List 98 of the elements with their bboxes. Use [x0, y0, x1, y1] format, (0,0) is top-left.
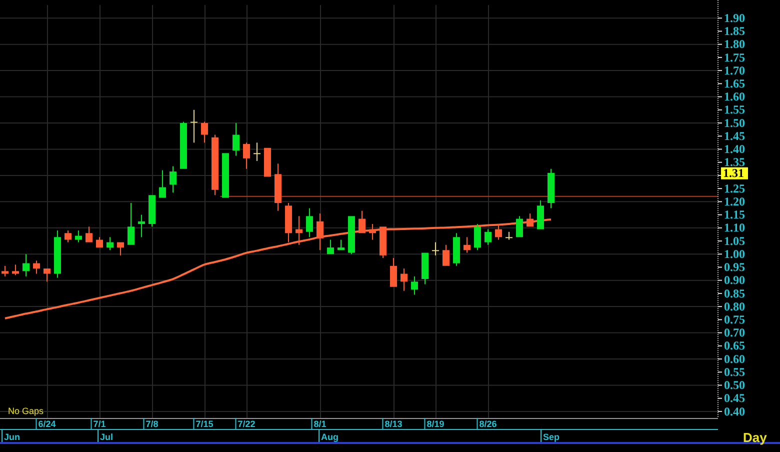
x-tick-label: 8/1: [314, 419, 326, 429]
y-tick-label: 1.80: [724, 37, 745, 52]
candlestick: [453, 233, 460, 266]
candlestick: [432, 242, 439, 256]
annotation: No Gaps: [8, 406, 44, 416]
candlestick: [474, 224, 481, 250]
candlestick: [170, 166, 176, 192]
candlestick: [369, 224, 376, 240]
x-tick-label: 7/22: [238, 419, 256, 429]
y-tick-label: 1.15: [724, 208, 745, 222]
y-tick-label: 0.45: [724, 391, 745, 406]
candlestick: [96, 237, 103, 248]
candlestick: [358, 210, 366, 234]
candlestick: [274, 164, 282, 211]
text: Sep: [543, 432, 560, 442]
candlestick: [138, 214, 145, 238]
candlestick: [411, 276, 418, 295]
x-tick-label: 7/1: [93, 419, 106, 429]
candlestick: [285, 202, 292, 242]
y-tick-label: 1.45: [724, 128, 745, 143]
x-tick-label: 8/26: [479, 419, 497, 429]
candlestick: [306, 208, 313, 238]
candlestick: [537, 200, 544, 230]
candlestick: [327, 240, 334, 254]
y-tick-label: 1.90: [724, 10, 745, 25]
candlestick: [506, 232, 512, 240]
candlestick: [254, 142, 260, 162]
y-tick-label: 1.00: [724, 246, 745, 261]
candlestick: [380, 226, 386, 258]
candlestick: [75, 230, 82, 242]
candlestick: [264, 148, 271, 177]
candlestick: [484, 229, 492, 245]
y-tick-label: 0.90: [724, 273, 745, 288]
y-tick-label: 1.85: [724, 24, 745, 38]
candlestick: [64, 230, 72, 242]
text: Day: [743, 430, 768, 445]
candlestick: [190, 110, 198, 143]
candlestick: [2, 266, 8, 276]
y-tick-label: 0.50: [724, 378, 745, 392]
y-tick-label: 0.95: [724, 260, 745, 274]
candlestick: [54, 230, 61, 278]
x-tick-label: 8/19: [426, 419, 444, 429]
y-tick-label: 0.65: [724, 338, 745, 353]
candlestick: [106, 237, 114, 250]
y-tick-label: 0.70: [724, 326, 745, 340]
candlestick: [316, 213, 324, 250]
candlestick: [212, 134, 218, 196]
y-tick-label: 1.65: [724, 76, 745, 91]
y-tick-label: 1.75: [724, 50, 745, 64]
candlestick: [201, 122, 208, 143]
text: Jul: [100, 432, 114, 442]
candlestick: [148, 195, 156, 227]
y-tick-label: 0.85: [724, 286, 745, 300]
y-tick-label: 1.40: [724, 142, 745, 156]
line-series: [4, 218, 552, 320]
y-tick-label: 1.50: [724, 116, 745, 130]
y-tick-label: 1.10: [724, 220, 745, 235]
candlestick: [495, 224, 502, 240]
candlestick: [422, 252, 428, 284]
x-tick-label: 7/8: [146, 419, 158, 429]
y-tick-label: 0.60: [724, 352, 745, 366]
candlestick: [159, 170, 166, 198]
candlestick: [22, 254, 30, 276]
y-tick-label: 0.75: [724, 312, 745, 327]
candlestick: [33, 260, 40, 274]
y-tick-label: 1.70: [724, 63, 745, 78]
candlestick: [296, 216, 302, 245]
candlestick: [44, 268, 50, 282]
candlestick: [400, 268, 408, 291]
candlestick: [12, 264, 19, 276]
y-tick-label: 0.55: [724, 364, 745, 379]
candlestick: [128, 202, 134, 245]
y-tick-label: 0.40: [724, 404, 745, 418]
text: Jun: [4, 432, 20, 442]
candlestick: [548, 168, 554, 208]
candlestick: [390, 258, 397, 287]
candlestick: [86, 226, 92, 242]
candlestick: [180, 122, 187, 169]
candlestick: [526, 213, 534, 227]
candlestick: [222, 153, 229, 198]
candlestick: [442, 244, 450, 266]
y-tick-label: 0.80: [724, 299, 745, 314]
y-tick-label: 1.20: [724, 194, 745, 209]
candlestick: [338, 240, 344, 250]
y-tick-label: 1.05: [724, 234, 745, 248]
y-tick-label: 1.25: [724, 181, 745, 196]
candlestick: [516, 216, 523, 238]
x-tick-label: 8/13: [384, 419, 402, 429]
text: Aug: [321, 432, 338, 442]
y-tick-label: 1.60: [724, 90, 745, 104]
candlestick: [232, 123, 240, 156]
candlestick: [464, 237, 470, 253]
candlestick: [243, 142, 250, 169]
x-tick-label: 7/15: [196, 419, 214, 429]
candlestick: [348, 216, 355, 254]
y-tick-label: 1.55: [724, 102, 745, 117]
x-tick-label: 6/24: [38, 419, 56, 429]
candlestick: [117, 242, 124, 256]
